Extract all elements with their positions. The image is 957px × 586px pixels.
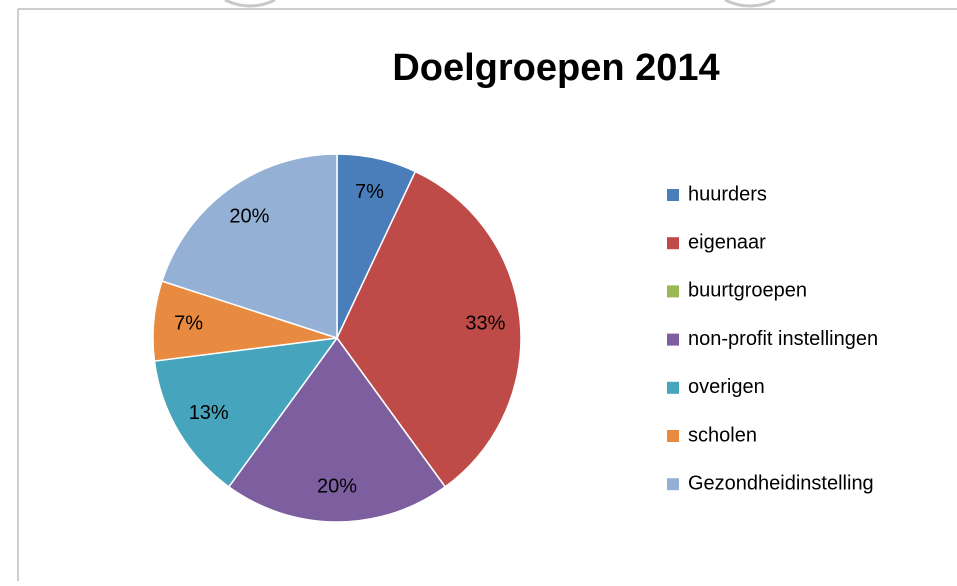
legend-swatch [667, 333, 679, 346]
data-label: 20% [229, 206, 269, 228]
data-label: 7% [174, 312, 203, 334]
legend-label: overigen [688, 376, 765, 398]
legend-swatch [667, 285, 679, 298]
legend-label: huurders [688, 183, 767, 205]
legend-label: buurtgroepen [688, 280, 807, 302]
legend-label: scholen [688, 424, 757, 446]
data-label: 13% [189, 402, 229, 424]
data-label: 20% [317, 475, 357, 497]
legend-swatch [667, 430, 679, 442]
decoration [224, 0, 776, 8]
data-label: 33% [465, 312, 505, 334]
pie-slice [227, 336, 447, 523]
legend-label: eigenaar [688, 231, 766, 253]
pie-slice [153, 337, 339, 488]
legend-label: Gezondheidinstelling [688, 472, 874, 494]
legend-swatch [667, 478, 679, 491]
legend-swatch [667, 189, 679, 201]
chart-title: Doelgroepen 2014 [392, 47, 719, 89]
legend-label: non-profit instellingen [688, 328, 878, 350]
pie-slice [336, 170, 522, 488]
legend-swatch [667, 381, 679, 394]
legend-swatch [667, 237, 679, 250]
data-label: 7% [355, 181, 384, 203]
pie-slice [161, 153, 338, 340]
